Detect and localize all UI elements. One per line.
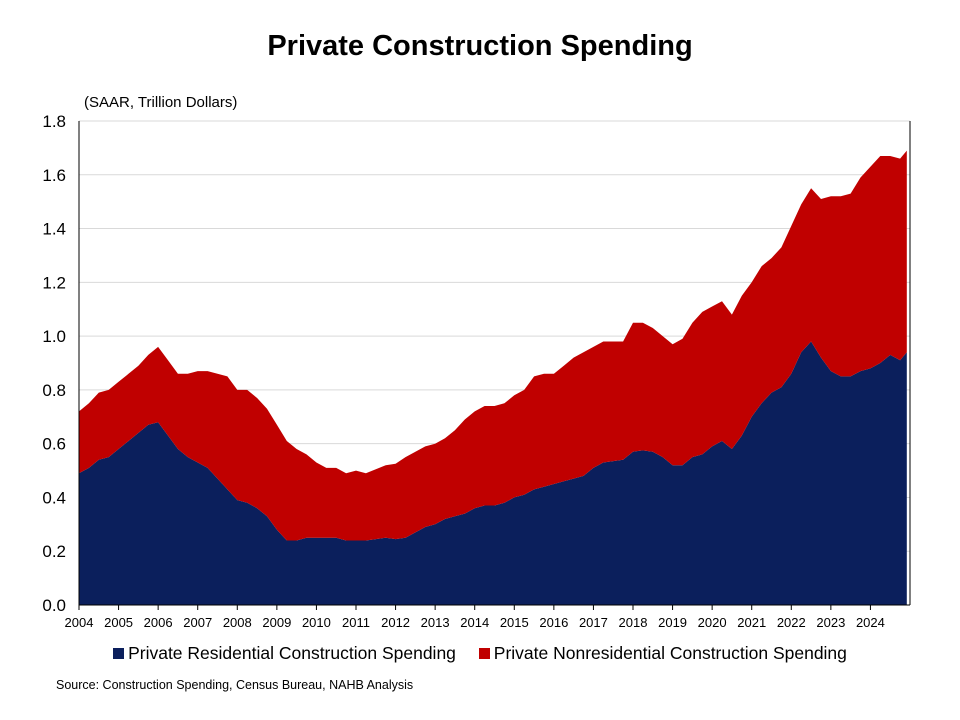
y-axis-unit-label: (SAAR, Trillion Dollars) <box>84 94 238 111</box>
x-tick-label: 2020 <box>698 615 727 630</box>
x-tick-label: 2019 <box>658 615 687 630</box>
x-tick-label: 2018 <box>619 615 648 630</box>
axes: 0.0 0.2 0.4 0.6 0.8 1.0 1.2 1.4 1.6 1.8 2004 2005 20… <box>42 112 911 630</box>
x-tick-label: 2012 <box>381 615 410 630</box>
legend-swatch-residential <box>113 648 125 659</box>
x-tick-label: 2009 <box>262 615 291 630</box>
source-note: Source: Construction Spending, Census Bu… <box>56 678 414 692</box>
residential-area <box>79 341 907 605</box>
y-tick-label: 0.4 <box>42 488 66 507</box>
legend-label-nonresidential: Private Nonresidential Construction Spen… <box>493 643 847 663</box>
x-tick-label: 2007 <box>183 615 212 630</box>
y-tick-label: 1.2 <box>42 273 66 292</box>
x-tick-label: 2023 <box>816 615 845 630</box>
x-tick-label: 2024 <box>856 615 885 630</box>
x-tick-label: 2013 <box>421 615 450 630</box>
x-tick-label: 2008 <box>223 615 252 630</box>
x-tick-label: 2016 <box>539 615 568 630</box>
x-tick-label: 2015 <box>500 615 529 630</box>
x-tick-label: 2010 <box>302 615 331 630</box>
x-tick-label: 2017 <box>579 615 608 630</box>
stacked-areas <box>79 150 907 605</box>
nonresidential-area <box>79 150 907 541</box>
x-tick-label: 2005 <box>104 615 133 630</box>
y-tick-label: 1.8 <box>42 112 66 131</box>
y-tick-label: 0.2 <box>42 542 66 561</box>
y-tick-label: 0.8 <box>42 381 66 400</box>
y-tick-label: 0.6 <box>42 435 66 454</box>
x-tick-label: 2011 <box>342 615 370 630</box>
x-tick-label: 2021 <box>737 615 766 630</box>
legend-item-nonresidential: Private Nonresidential Construction Spen… <box>478 643 847 664</box>
y-tick-label: 1.4 <box>42 220 66 239</box>
legend: Private Residential Construction Spendin… <box>0 643 960 664</box>
legend-label-residential: Private Residential Construction Spendin… <box>128 643 456 663</box>
chart-title: Private Construction Spending <box>267 30 693 62</box>
y-tick-label: 0.0 <box>42 596 66 615</box>
y-tick-label: 1.6 <box>42 166 66 185</box>
legend-swatch-nonresidential <box>478 648 490 659</box>
legend-item-residential: Private Residential Construction Spendin… <box>113 643 456 664</box>
x-tick-label: 2022 <box>777 615 806 630</box>
x-tick-label: 2014 <box>460 615 489 630</box>
x-tick-label: 2006 <box>144 615 173 630</box>
x-tick-label: 2004 <box>65 615 94 630</box>
y-tick-label: 1.0 <box>42 327 66 346</box>
